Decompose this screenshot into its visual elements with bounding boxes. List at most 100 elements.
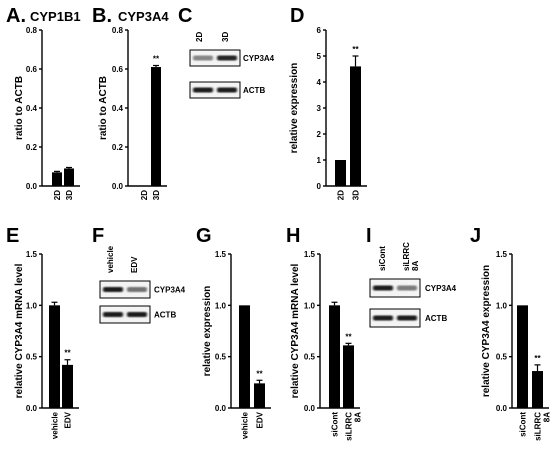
blot-c: 2D 3D CYP3A4 ACTB: [189, 32, 275, 99]
y-axis-label: relative CYP3A4 expression: [481, 265, 492, 397]
panel-letter-d: D: [290, 5, 304, 27]
y-axis-label: relative expression: [289, 63, 300, 154]
protein-band: [127, 312, 147, 317]
panel-letter-b: B.: [92, 5, 112, 27]
target-blot-box: [369, 278, 421, 298]
panel-letter-i: I: [366, 225, 372, 247]
y-tick-label: 1.0: [215, 301, 227, 310]
y-tick-label: 0.4: [112, 104, 124, 113]
bar: [239, 305, 250, 408]
y-tick-label: 0.8: [26, 26, 38, 35]
bar: [254, 383, 265, 408]
bar: [532, 371, 543, 408]
y-axis-label: relative CYP3A4 mRNA level: [290, 263, 301, 398]
bar: [335, 160, 346, 186]
y-tick-label: 0.8: [112, 26, 124, 35]
y-tick-label: 5: [317, 52, 322, 61]
control-blot-box: [189, 81, 241, 99]
protein-band: [103, 287, 123, 292]
lane-label: 3D: [221, 32, 230, 42]
control-blot-box: [369, 308, 421, 328]
target-band-label: CYP3A4: [425, 284, 457, 293]
category-label-line: 8A: [543, 412, 550, 422]
chart-g: 0.0 0.5 1.0 1.5 relative expression vehicle **…: [202, 250, 271, 439]
category-label: siCont: [331, 412, 340, 437]
protein-band: [397, 315, 417, 321]
bar: [49, 305, 60, 408]
chart-j: 0.0 0.5 1.0 1.5 relative CYP3A4 expression si…: [481, 250, 550, 441]
panel-letter-e: E: [6, 225, 19, 247]
y-tick-label: 1.0: [26, 301, 38, 310]
category-label-line: 8A: [354, 412, 363, 422]
control-band-label: ACTB: [154, 311, 176, 320]
significance-marker: **: [153, 54, 160, 63]
y-tick-label: 0.0: [112, 182, 124, 191]
y-tick-label: 0.6: [26, 65, 38, 74]
target-band-label: CYP3A4: [243, 54, 275, 63]
y-tick-label: 1.5: [215, 250, 227, 259]
category-label: 2D: [337, 190, 346, 200]
y-tick-label: 0.0: [215, 404, 227, 413]
bar: [343, 345, 354, 408]
target-blot-box: [99, 280, 151, 299]
protein-band: [373, 285, 393, 291]
y-tick-label: 0.6: [112, 65, 124, 74]
panel-letter-c: C: [178, 5, 192, 27]
panel-letter-g: G: [196, 225, 212, 247]
y-tick-label: 0.5: [304, 353, 316, 362]
y-tick-label: 1.5: [496, 250, 508, 259]
lane-label: siCont: [378, 246, 387, 271]
lane-label-line: 8A: [411, 261, 420, 271]
y-tick-label: 0.2: [26, 143, 38, 152]
category-label: vehicle: [51, 411, 60, 439]
lane-label: 2D: [195, 32, 204, 42]
y-tick-label: 0.0: [26, 404, 38, 413]
panel-title-a: CYP1B1: [30, 9, 81, 24]
panel-letter-a: A.: [6, 5, 26, 27]
y-tick-label: 2: [317, 130, 322, 139]
protein-band: [103, 312, 123, 317]
target-band-label: CYP3A4: [154, 286, 186, 295]
y-tick-label: 4: [317, 78, 322, 87]
protein-band: [217, 55, 237, 61]
significance-marker: **: [534, 354, 541, 363]
category-label: 3D: [152, 190, 161, 200]
y-axis-label: relative CYP3A4 mRNA level: [14, 263, 25, 398]
y-tick-label: 0.0: [26, 182, 38, 191]
chart-d: 0 1 2 3 4 5 6 relative expression 2D ** 3D: [289, 26, 367, 200]
y-tick-label: 0.4: [26, 104, 38, 113]
panel-letter-h: H: [286, 225, 300, 247]
y-tick-label: 0.0: [496, 404, 508, 413]
lane-label: siLRRC8A: [402, 242, 420, 271]
protein-band: [193, 55, 213, 61]
panel-letter-j: J: [470, 225, 481, 247]
y-tick-label: 0.5: [26, 353, 38, 362]
y-tick-label: 3: [317, 104, 322, 113]
control-band-label: ACTB: [243, 86, 265, 95]
category-label: 3D: [65, 190, 74, 200]
y-tick-label: 1.5: [304, 250, 316, 259]
y-tick-label: 1.0: [304, 301, 316, 310]
bar: [151, 67, 161, 186]
protein-band: [193, 87, 213, 93]
category-label: siLRRC8A: [534, 412, 550, 441]
bar: [517, 305, 528, 408]
category-label-line: siLRRC: [345, 412, 354, 441]
category-label: EDV: [256, 411, 265, 428]
bar: [62, 364, 73, 408]
y-tick-label: 0.5: [496, 353, 508, 362]
protein-band: [127, 287, 147, 292]
lane-label: vehicle: [106, 245, 115, 273]
category-label: 2D: [53, 190, 62, 200]
category-label: EDV: [64, 411, 73, 428]
y-axis-label: ratio to ACTB: [98, 76, 109, 140]
control-band-label: ACTB: [425, 314, 447, 323]
y-axis-label: ratio to ACTB: [14, 76, 25, 140]
bar: [329, 305, 340, 408]
y-tick-label: 0.5: [215, 353, 227, 362]
bar: [52, 172, 62, 186]
